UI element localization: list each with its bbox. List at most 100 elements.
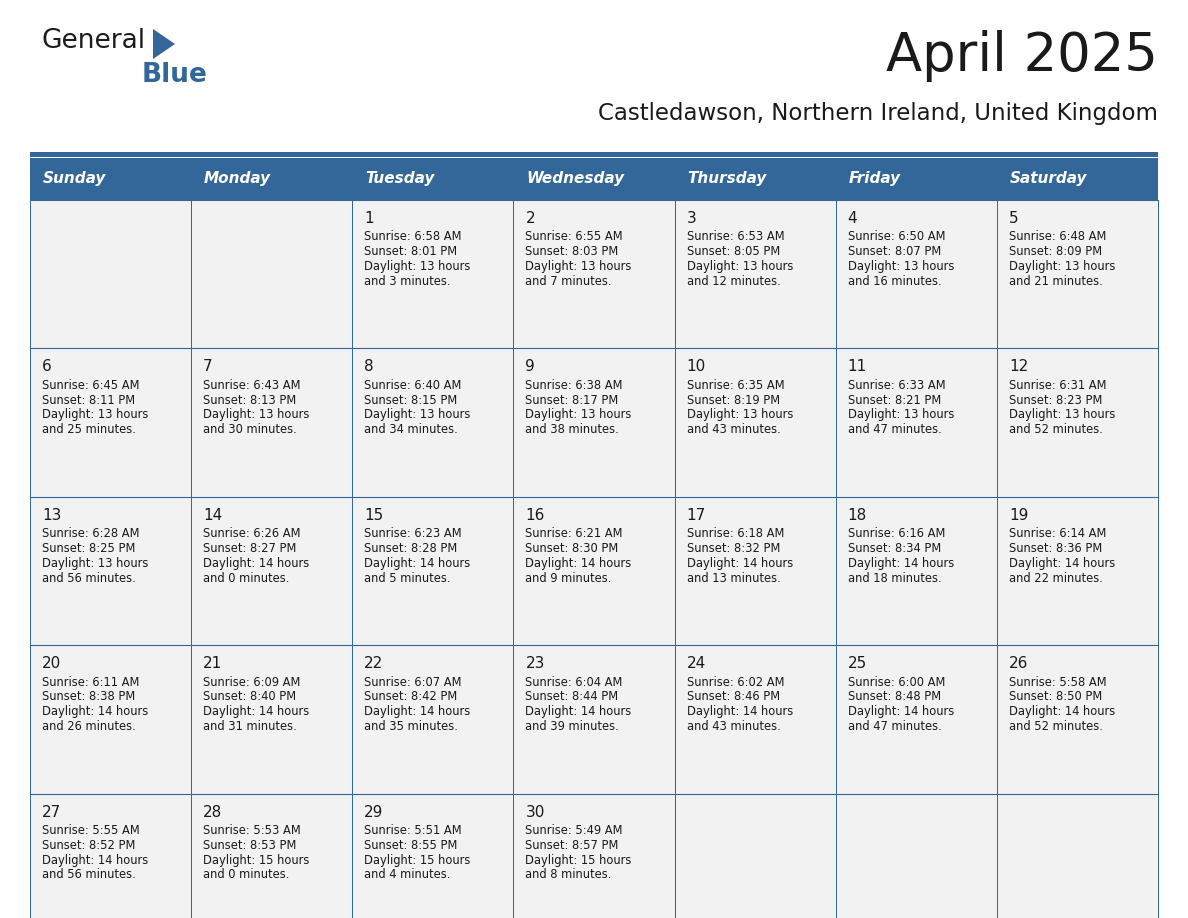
Text: 7: 7 — [203, 359, 213, 375]
Text: and 52 minutes.: and 52 minutes. — [1009, 720, 1102, 733]
Bar — [835, 793, 997, 918]
Text: and 47 minutes.: and 47 minutes. — [848, 423, 941, 436]
Bar — [675, 200, 835, 348]
Text: Daylight: 14 hours: Daylight: 14 hours — [848, 705, 954, 718]
Text: Sunrise: 6:50 AM: Sunrise: 6:50 AM — [848, 230, 946, 243]
Text: 14: 14 — [203, 508, 222, 522]
Text: and 0 minutes.: and 0 minutes. — [203, 572, 290, 585]
Text: Sunset: 8:21 PM: Sunset: 8:21 PM — [848, 394, 941, 407]
Text: Daylight: 14 hours: Daylight: 14 hours — [365, 705, 470, 718]
Text: Daylight: 14 hours: Daylight: 14 hours — [203, 557, 309, 570]
Text: Daylight: 13 hours: Daylight: 13 hours — [687, 260, 792, 273]
Text: Sunrise: 6:55 AM: Sunrise: 6:55 AM — [525, 230, 623, 243]
Bar — [353, 200, 513, 348]
Text: Daylight: 13 hours: Daylight: 13 hours — [525, 409, 632, 421]
Text: Daylight: 13 hours: Daylight: 13 hours — [848, 260, 954, 273]
Text: Daylight: 13 hours: Daylight: 13 hours — [525, 260, 632, 273]
Text: and 3 minutes.: and 3 minutes. — [365, 274, 450, 288]
Text: Sunset: 8:48 PM: Sunset: 8:48 PM — [848, 690, 941, 703]
Text: 26: 26 — [1009, 656, 1029, 671]
Text: and 52 minutes.: and 52 minutes. — [1009, 423, 1102, 436]
Text: 15: 15 — [365, 508, 384, 522]
Text: and 21 minutes.: and 21 minutes. — [1009, 274, 1102, 288]
Text: 19: 19 — [1009, 508, 1029, 522]
Text: Daylight: 13 hours: Daylight: 13 hours — [848, 409, 954, 421]
Bar — [353, 497, 513, 645]
Bar — [675, 348, 835, 497]
Text: 8: 8 — [365, 359, 374, 375]
Text: Sunrise: 6:58 AM: Sunrise: 6:58 AM — [365, 230, 462, 243]
Bar — [353, 793, 513, 918]
Polygon shape — [153, 29, 175, 59]
Bar — [675, 645, 835, 793]
Text: Sunset: 8:36 PM: Sunset: 8:36 PM — [1009, 542, 1102, 555]
Text: 2: 2 — [525, 211, 535, 226]
Text: 23: 23 — [525, 656, 545, 671]
Text: and 39 minutes.: and 39 minutes. — [525, 720, 619, 733]
Text: and 4 minutes.: and 4 minutes. — [365, 868, 450, 881]
Text: 16: 16 — [525, 508, 545, 522]
Text: Sunrise: 6:18 AM: Sunrise: 6:18 AM — [687, 527, 784, 540]
Text: and 38 minutes.: and 38 minutes. — [525, 423, 619, 436]
Text: Daylight: 13 hours: Daylight: 13 hours — [42, 409, 148, 421]
Text: Sunrise: 6:02 AM: Sunrise: 6:02 AM — [687, 676, 784, 688]
Text: Tuesday: Tuesday — [365, 172, 435, 186]
Text: Sunset: 8:13 PM: Sunset: 8:13 PM — [203, 394, 296, 407]
Text: and 47 minutes.: and 47 minutes. — [848, 720, 941, 733]
Text: Sunset: 8:40 PM: Sunset: 8:40 PM — [203, 690, 296, 703]
Text: Sunset: 8:55 PM: Sunset: 8:55 PM — [365, 839, 457, 852]
Text: and 5 minutes.: and 5 minutes. — [365, 572, 450, 585]
Text: Sunset: 8:15 PM: Sunset: 8:15 PM — [365, 394, 457, 407]
Text: Daylight: 14 hours: Daylight: 14 hours — [525, 557, 632, 570]
Text: Daylight: 15 hours: Daylight: 15 hours — [525, 854, 632, 867]
Text: Sunrise: 6:23 AM: Sunrise: 6:23 AM — [365, 527, 462, 540]
Text: Sunrise: 6:14 AM: Sunrise: 6:14 AM — [1009, 527, 1106, 540]
Text: Daylight: 15 hours: Daylight: 15 hours — [365, 854, 470, 867]
Text: Sunrise: 6:26 AM: Sunrise: 6:26 AM — [203, 527, 301, 540]
Bar — [835, 348, 997, 497]
Bar — [835, 645, 997, 793]
Bar — [997, 200, 1158, 348]
Text: Daylight: 13 hours: Daylight: 13 hours — [365, 409, 470, 421]
Text: and 18 minutes.: and 18 minutes. — [848, 572, 941, 585]
Text: 28: 28 — [203, 804, 222, 820]
Text: Sunset: 8:17 PM: Sunset: 8:17 PM — [525, 394, 619, 407]
Text: Sunset: 8:44 PM: Sunset: 8:44 PM — [525, 690, 619, 703]
Bar — [675, 793, 835, 918]
Text: and 9 minutes.: and 9 minutes. — [525, 572, 612, 585]
Text: Daylight: 14 hours: Daylight: 14 hours — [42, 705, 148, 718]
Text: Sunrise: 6:31 AM: Sunrise: 6:31 AM — [1009, 379, 1106, 392]
Text: Blue: Blue — [143, 62, 208, 88]
Text: Sunrise: 6:40 AM: Sunrise: 6:40 AM — [365, 379, 462, 392]
Text: and 13 minutes.: and 13 minutes. — [687, 572, 781, 585]
Text: Daylight: 13 hours: Daylight: 13 hours — [687, 409, 792, 421]
Text: Sunrise: 5:58 AM: Sunrise: 5:58 AM — [1009, 676, 1106, 688]
Bar — [191, 200, 353, 348]
Text: Sunset: 8:01 PM: Sunset: 8:01 PM — [365, 245, 457, 258]
Bar — [191, 497, 353, 645]
Text: 11: 11 — [848, 359, 867, 375]
Text: Sunset: 8:38 PM: Sunset: 8:38 PM — [42, 690, 135, 703]
Text: Daylight: 14 hours: Daylight: 14 hours — [1009, 705, 1116, 718]
Text: Sunset: 8:25 PM: Sunset: 8:25 PM — [42, 542, 135, 555]
Text: Sunrise: 6:35 AM: Sunrise: 6:35 AM — [687, 379, 784, 392]
Text: Daylight: 13 hours: Daylight: 13 hours — [203, 409, 310, 421]
Bar — [835, 497, 997, 645]
Text: April 2025: April 2025 — [886, 30, 1158, 82]
Bar — [997, 497, 1158, 645]
Bar — [191, 645, 353, 793]
Text: and 16 minutes.: and 16 minutes. — [848, 274, 941, 288]
Text: 1: 1 — [365, 211, 374, 226]
Text: 10: 10 — [687, 359, 706, 375]
Text: and 25 minutes.: and 25 minutes. — [42, 423, 135, 436]
Text: 13: 13 — [42, 508, 62, 522]
Text: Sunrise: 6:33 AM: Sunrise: 6:33 AM — [848, 379, 946, 392]
Text: Sunrise: 5:49 AM: Sunrise: 5:49 AM — [525, 824, 623, 837]
Text: 6: 6 — [42, 359, 52, 375]
Text: Daylight: 14 hours: Daylight: 14 hours — [1009, 557, 1116, 570]
Text: General: General — [42, 28, 146, 54]
Text: Daylight: 14 hours: Daylight: 14 hours — [687, 705, 792, 718]
Text: Sunset: 8:32 PM: Sunset: 8:32 PM — [687, 542, 781, 555]
Text: Sunrise: 6:16 AM: Sunrise: 6:16 AM — [848, 527, 946, 540]
Bar — [997, 793, 1158, 918]
